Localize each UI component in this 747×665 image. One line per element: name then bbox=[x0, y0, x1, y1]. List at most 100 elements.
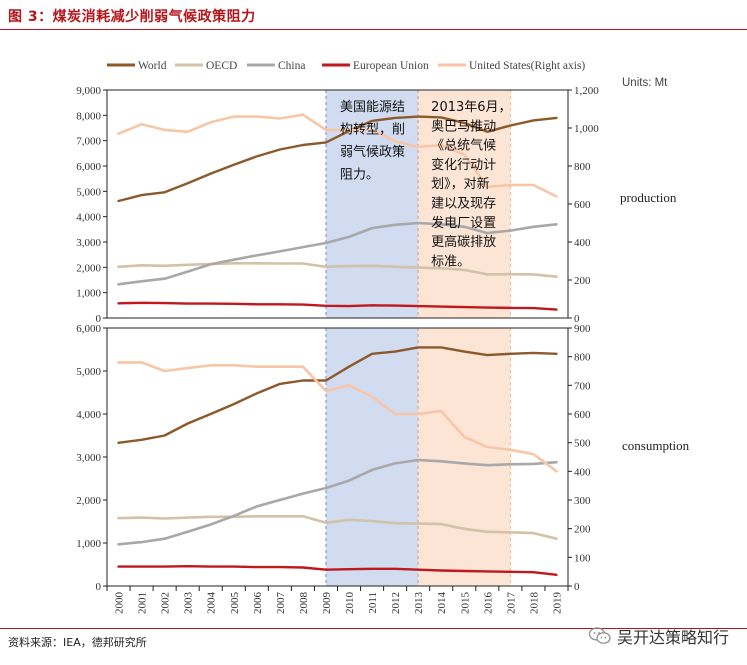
figure-title: 图 3：煤炭消耗减少削弱气候政策阻力 bbox=[0, 0, 747, 30]
right-tick-label: 700 bbox=[574, 380, 591, 392]
source-rule bbox=[0, 628, 747, 629]
x-tick-label: 2016 bbox=[482, 592, 494, 615]
legend-label-0: World bbox=[138, 60, 167, 72]
series-line-world bbox=[117, 346, 558, 444]
left-tick-label: 1,000 bbox=[76, 538, 101, 550]
right-tick-label: 200 bbox=[574, 524, 591, 536]
left-tick-label: 5,000 bbox=[76, 366, 101, 378]
consumption-panel: 0 1,000 2,000 3,000 4,000 5,000 6,000 0 100 200 30… bbox=[76, 323, 591, 593]
annotation-orange-line: 更高碳排放 bbox=[431, 234, 496, 250]
shaded-period-1 bbox=[418, 90, 511, 318]
left-tick-label: 8,000 bbox=[76, 110, 101, 122]
x-tick-label: 2010 bbox=[344, 592, 356, 615]
x-tick-label: 2012 bbox=[390, 592, 402, 614]
right-tick-label: 800 bbox=[574, 161, 591, 173]
series-line-european-union bbox=[117, 301, 558, 311]
series-line-oecd bbox=[117, 261, 558, 279]
x-tick-label: 2005 bbox=[229, 592, 241, 615]
annotation-orange-line: 划》，对新 bbox=[431, 176, 490, 192]
right-tick-label: 400 bbox=[574, 237, 591, 249]
annotation-orange-line: 建以及现存 bbox=[431, 197, 496, 212]
right-tick-label: 600 bbox=[574, 409, 591, 421]
legend-label-3: European Union bbox=[353, 60, 429, 72]
units-label: Units: Mt bbox=[622, 77, 668, 89]
annotation-orange-line: 《总统气候 bbox=[431, 138, 496, 154]
series-line-china bbox=[117, 458, 558, 546]
left-tick-label: 6,000 bbox=[76, 161, 101, 173]
figure-title-text: 图 3：煤炭消耗减少削弱气候政策阻力 bbox=[8, 9, 256, 25]
left-tick-label: 4,000 bbox=[76, 409, 101, 421]
legend-label-4: United States(Right axis) bbox=[469, 60, 585, 72]
left-tick-label: 5,000 bbox=[76, 186, 101, 198]
right-tick-label: 1,000 bbox=[574, 123, 599, 135]
annotation-orange-line: 奥巴马推动 bbox=[431, 119, 496, 134]
annotation-orange-line: 标准。 bbox=[431, 254, 470, 269]
panel-label-consumption: consumption bbox=[622, 438, 690, 453]
annotation-orange-line: 变化行动计 bbox=[431, 157, 496, 173]
annotation-orange-line: 发电厂设置 bbox=[431, 215, 496, 231]
watermark-text: 吴开达策略知行 bbox=[616, 628, 729, 647]
left-tick-label: 0 bbox=[96, 313, 102, 325]
annotation-orange-line: 2013年6月， bbox=[431, 100, 511, 115]
right-tick-label: 200 bbox=[574, 275, 591, 287]
title-rule bbox=[0, 29, 747, 30]
right-tick-label: 300 bbox=[574, 495, 591, 507]
x-tick-label: 2003 bbox=[183, 592, 195, 615]
x-tick-label: 2002 bbox=[160, 592, 172, 614]
x-tick-label: 2007 bbox=[275, 592, 287, 615]
left-tick-label: 0 bbox=[96, 581, 102, 593]
legend-label-1: OECD bbox=[206, 60, 237, 72]
x-tick-label: 2004 bbox=[206, 592, 218, 615]
right-tick-label: 1,200 bbox=[574, 85, 599, 97]
x-tick-label: 2019 bbox=[551, 592, 563, 615]
left-tick-label: 3,000 bbox=[76, 452, 101, 464]
left-tick-label: 7,000 bbox=[76, 136, 101, 148]
wechat-icon bbox=[588, 627, 611, 644]
right-tick-label: 0 bbox=[574, 313, 580, 325]
series-line-european-union bbox=[117, 565, 558, 576]
right-tick-label: 500 bbox=[574, 438, 591, 450]
x-tick-label: 2006 bbox=[252, 592, 264, 615]
legend-label-2: China bbox=[278, 60, 305, 72]
annotation-blue-line: 美国能源结 bbox=[340, 100, 405, 115]
right-tick-label: 100 bbox=[574, 552, 591, 564]
series-line-oecd bbox=[117, 514, 558, 541]
shaded-period-1 bbox=[418, 328, 511, 586]
x-axis: 2000 2001 2002 2003 2004 2005 2006 2007 2008 2009… bbox=[106, 586, 569, 615]
series-line-world bbox=[117, 115, 558, 203]
x-tick-label: 2018 bbox=[528, 592, 540, 615]
left-tick-label: 2,000 bbox=[76, 495, 101, 507]
production-panel: 0 1,000 2,000 3,000 4,000 5,000 6,000 7,000 8,00… bbox=[76, 85, 599, 325]
annotation-blue-line: 阻力。 bbox=[340, 168, 379, 183]
source-note: 资料来源：IEA，德邦研究所 bbox=[8, 636, 147, 649]
x-tick-label: 2000 bbox=[114, 592, 126, 615]
series-line-united-states-right-axis- bbox=[117, 361, 558, 473]
x-tick-label: 2011 bbox=[367, 592, 379, 614]
watermark: 吴开达策略知行 bbox=[588, 624, 729, 648]
x-tick-label: 2001 bbox=[137, 592, 149, 614]
left-tick-label: 4,000 bbox=[76, 212, 101, 224]
right-tick-label: 0 bbox=[574, 581, 580, 593]
x-tick-label: 2008 bbox=[298, 592, 310, 615]
chart-legend: World OECD China European Union United State… bbox=[107, 60, 585, 72]
annotation-blue-line: 构转型，削 bbox=[340, 123, 405, 138]
right-tick-label: 600 bbox=[574, 199, 591, 211]
left-tick-label: 3,000 bbox=[76, 237, 101, 249]
x-tick-label: 2013 bbox=[413, 592, 425, 615]
left-tick-label: 6,000 bbox=[76, 323, 101, 335]
left-tick-label: 1,000 bbox=[76, 288, 101, 300]
left-tick-label: 9,000 bbox=[76, 85, 101, 97]
right-tick-label: 400 bbox=[574, 466, 591, 478]
left-tick-label: 2,000 bbox=[76, 262, 101, 274]
series-line-china bbox=[117, 221, 558, 286]
shaded-period-0 bbox=[325, 328, 419, 586]
x-tick-label: 2009 bbox=[321, 592, 333, 615]
right-tick-label: 800 bbox=[574, 352, 591, 364]
shaded-period-0 bbox=[325, 90, 419, 318]
panel-label-production: production bbox=[620, 190, 677, 205]
right-tick-label: 900 bbox=[574, 323, 591, 335]
annotation-blue-line: 弱气候政策 bbox=[340, 144, 405, 160]
x-tick-label: 2015 bbox=[459, 592, 471, 615]
